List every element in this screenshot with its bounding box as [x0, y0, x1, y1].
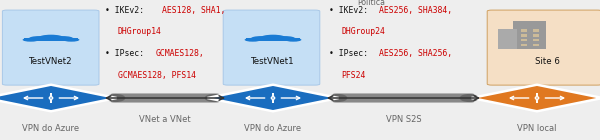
Text: Política: Política: [357, 0, 385, 7]
Circle shape: [260, 35, 286, 40]
Circle shape: [38, 35, 64, 40]
Text: Site 6: Site 6: [535, 57, 560, 66]
Text: • IKEv2:: • IKEv2:: [329, 6, 368, 15]
Text: VPN do Azure: VPN do Azure: [244, 124, 302, 133]
Text: TestVNet1: TestVNet1: [251, 57, 295, 66]
FancyBboxPatch shape: [223, 10, 320, 85]
Circle shape: [63, 38, 79, 42]
Text: VPN do Azure: VPN do Azure: [22, 124, 80, 133]
Text: • IPsec:: • IPsec:: [105, 49, 144, 58]
FancyBboxPatch shape: [521, 34, 527, 37]
FancyBboxPatch shape: [333, 94, 474, 102]
Circle shape: [275, 36, 295, 41]
Ellipse shape: [328, 94, 347, 102]
Text: • IPsec:: • IPsec:: [329, 49, 368, 58]
Text: TestVNet2: TestVNet2: [29, 57, 73, 66]
FancyBboxPatch shape: [23, 38, 79, 41]
Circle shape: [245, 38, 261, 42]
Circle shape: [53, 36, 73, 41]
FancyBboxPatch shape: [533, 44, 539, 46]
Text: VPN local: VPN local: [517, 124, 557, 133]
FancyBboxPatch shape: [521, 39, 527, 41]
Text: VPN S2S: VPN S2S: [386, 115, 421, 124]
FancyBboxPatch shape: [499, 29, 517, 49]
Ellipse shape: [460, 94, 479, 102]
Text: VNet a VNet: VNet a VNet: [139, 115, 191, 124]
Polygon shape: [208, 85, 338, 111]
FancyBboxPatch shape: [533, 39, 539, 41]
FancyBboxPatch shape: [533, 29, 539, 32]
FancyBboxPatch shape: [521, 44, 527, 46]
FancyBboxPatch shape: [533, 34, 539, 37]
Text: DHGroup24: DHGroup24: [341, 27, 385, 36]
Ellipse shape: [205, 94, 224, 102]
Text: AES128, SHA1,: AES128, SHA1,: [161, 6, 225, 15]
Circle shape: [285, 38, 301, 42]
FancyBboxPatch shape: [514, 21, 547, 49]
Text: DHGroup14: DHGroup14: [118, 27, 161, 36]
Text: GCMAES128,: GCMAES128,: [155, 49, 204, 58]
Circle shape: [29, 36, 49, 41]
Polygon shape: [0, 85, 116, 111]
Text: GCMAES128, PFS14: GCMAES128, PFS14: [118, 71, 196, 80]
Text: AES256, SHA384,: AES256, SHA384,: [379, 6, 452, 15]
Text: AES256, SHA256,: AES256, SHA256,: [379, 49, 452, 58]
Text: PFS24: PFS24: [341, 71, 366, 80]
Polygon shape: [472, 85, 600, 111]
FancyBboxPatch shape: [521, 29, 527, 32]
Circle shape: [23, 38, 39, 42]
FancyBboxPatch shape: [245, 38, 301, 41]
FancyBboxPatch shape: [2, 10, 99, 85]
Text: • IKEv2:: • IKEv2:: [105, 6, 149, 15]
FancyBboxPatch shape: [111, 94, 219, 102]
FancyBboxPatch shape: [487, 10, 600, 85]
Ellipse shape: [106, 94, 125, 102]
Circle shape: [251, 36, 271, 41]
